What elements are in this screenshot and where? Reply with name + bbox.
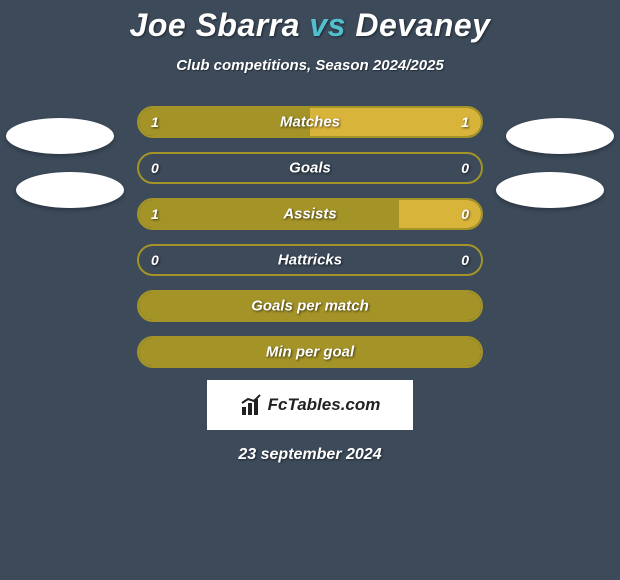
stat-row: 1 1 Matches	[137, 106, 483, 138]
value-right: 0	[461, 252, 469, 268]
logo-box: FcTables.com	[207, 380, 413, 430]
title: Joe Sbarra vs Devaney	[130, 8, 491, 43]
stat-row: 1 0 Assists	[137, 198, 483, 230]
chart-icon	[240, 393, 264, 417]
player1-name: Joe Sbarra	[130, 7, 300, 43]
value-left: 0	[151, 160, 159, 176]
stat-row: Min per goal	[137, 336, 483, 368]
stat-label: Matches	[280, 114, 340, 131]
subtitle: Club competitions, Season 2024/2025	[176, 57, 444, 74]
value-left: 0	[151, 252, 159, 268]
stat-label: Min per goal	[266, 344, 354, 361]
stat-row: 0 0 Hattricks	[137, 244, 483, 276]
value-left: 1	[151, 114, 159, 130]
stat-row: Goals per match	[137, 290, 483, 322]
value-left: 1	[151, 206, 159, 222]
value-right: 0	[461, 206, 469, 222]
stat-label: Hattricks	[278, 252, 342, 269]
stat-label: Goals	[289, 160, 331, 177]
date-text: 23 september 2024	[238, 446, 381, 464]
value-right: 0	[461, 160, 469, 176]
vs-text: vs	[309, 7, 346, 43]
stat-rows: 1 1 Matches 0 0 Goals 1 0 Assists 0 0 Hattricks Goal…	[0, 106, 620, 368]
stat-label: Goals per match	[251, 298, 369, 315]
stat-label: Assists	[283, 206, 336, 223]
bar-left	[139, 200, 399, 228]
value-right: 1	[461, 114, 469, 130]
logo-text: FcTables.com	[268, 395, 381, 415]
comparison-infographic: Joe Sbarra vs Devaney Club competitions,…	[0, 0, 620, 580]
stat-row: 0 0 Goals	[137, 152, 483, 184]
player2-name: Devaney	[355, 7, 490, 43]
